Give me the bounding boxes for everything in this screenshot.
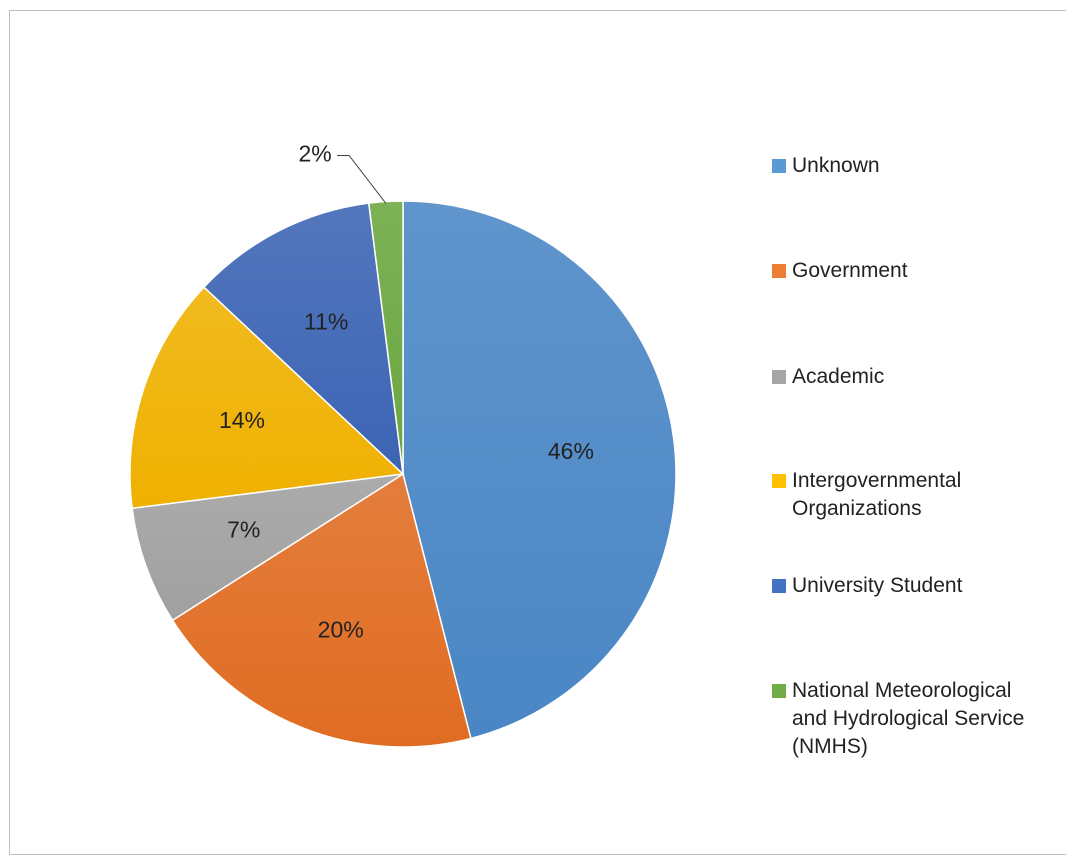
legend-swatch: [772, 264, 786, 278]
legend-swatch: [772, 579, 786, 593]
pie-slice-intergovernmental: [129, 286, 405, 510]
legend-swatch: [772, 474, 786, 488]
pie-value-label-government: 20%: [318, 616, 364, 642]
pie-value-label-nmhs: 2%: [298, 141, 331, 167]
legend-label: Unknown: [792, 154, 880, 177]
pie-value-label-university-student: 11%: [304, 308, 348, 334]
legend-swatch: [772, 370, 786, 384]
legend-label: University Student: [792, 574, 963, 597]
pie-leader-line-nmhs: [337, 155, 387, 204]
pie-value-label-intergovernmental: 14%: [219, 407, 265, 433]
legend-label: Academic: [792, 365, 885, 388]
legend-item-unknown: Unknown: [772, 152, 1062, 180]
pie-slices: [129, 200, 677, 748]
legend-item-university-student: University Student: [772, 572, 1062, 600]
pie-value-labels: 46% 20% 7% 14% 11% 2%: [219, 141, 594, 643]
legend-item-intergovernmental-organizations: Intergovernmental Organizations: [772, 467, 1062, 523]
legend-item-government: Government: [772, 257, 1062, 285]
legend-swatch: [772, 159, 786, 173]
legend-item-nmhs: National Meteorological and Hydrological…: [772, 677, 1062, 761]
pie-slice-university-student: [202, 202, 405, 476]
legend-item-academic: Academic: [772, 363, 1062, 391]
pie-slice-government: [171, 472, 472, 748]
legend-label: National Meteorological and Hydrological…: [792, 679, 1025, 758]
legend-swatch: [772, 684, 786, 698]
pie-value-label-unknown: 46%: [548, 438, 594, 464]
legend-label: Government: [792, 259, 908, 282]
pie-slice-unknown: [402, 200, 677, 740]
pie-slice-nmhs: [367, 200, 404, 475]
legend-label: Intergovernmental Organizations: [792, 469, 962, 520]
pie-slice-academic: [131, 473, 404, 622]
pie-value-label-academic: 7%: [227, 516, 260, 542]
